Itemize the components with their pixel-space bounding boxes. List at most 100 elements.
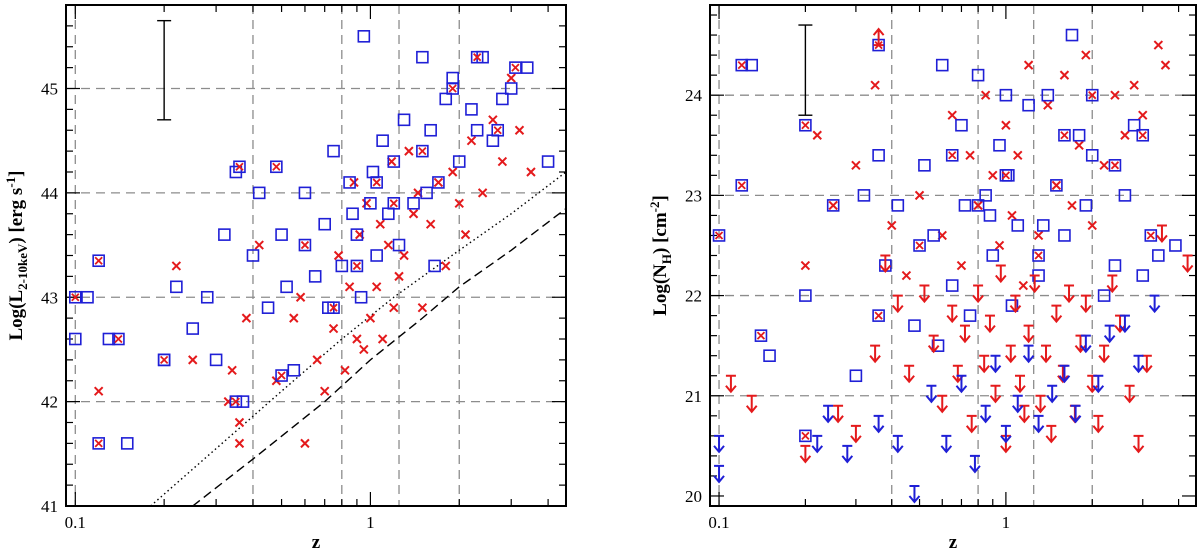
cross-point <box>800 260 811 271</box>
square-point <box>236 395 250 408</box>
boxed-cross-point <box>735 179 749 192</box>
cross-point <box>1153 40 1164 50</box>
cross-point <box>93 386 104 396</box>
upper-limit-arrow <box>892 434 904 454</box>
cross-point <box>514 125 525 135</box>
square-point <box>486 134 500 147</box>
upper-limit-arrow <box>1080 334 1092 354</box>
boxed-cross-inner <box>737 181 746 190</box>
square-point <box>541 155 555 168</box>
boxed-cross-point <box>1144 229 1158 242</box>
boxed-cross-inner <box>493 126 502 135</box>
upper-limit-arrow <box>946 304 958 324</box>
cross-point <box>359 344 369 355</box>
boxed-cross-inner <box>94 439 103 448</box>
lower-limit-arrow <box>872 27 885 47</box>
square-point <box>465 103 478 116</box>
upper-limit-arrow <box>799 444 812 464</box>
square-point <box>826 199 840 212</box>
boxed-cross-point <box>233 160 246 174</box>
upper-limit-arrow <box>1040 344 1052 364</box>
square-point <box>387 155 401 168</box>
upper-limit-arrow <box>908 484 921 504</box>
y-tick-label: 43 <box>41 288 58 307</box>
boxed-cross-inner <box>801 431 810 440</box>
cross-point <box>408 209 419 219</box>
square-point <box>1079 199 1093 212</box>
boxed-cross-inner <box>948 151 957 160</box>
upper-limit-arrow <box>1058 364 1071 384</box>
boxed-cross-inner <box>231 397 240 406</box>
boxed-cross-point <box>872 309 885 322</box>
square-point <box>763 349 776 363</box>
square-point <box>963 309 977 322</box>
square-point <box>420 186 433 200</box>
series-red-upper-limits <box>725 224 1194 464</box>
y-axis-title-part: Log(N <box>650 264 671 316</box>
upper-limit-arrow <box>936 394 949 414</box>
boxed-cross-point <box>416 144 429 158</box>
upper-limit-arrow <box>1156 224 1168 244</box>
boxed-cross-point <box>712 229 726 242</box>
boxed-cross-inner <box>272 162 281 171</box>
upper-limit-arrow <box>869 344 881 364</box>
cross-point <box>914 190 925 201</box>
upper-limit-arrow <box>927 334 940 354</box>
square-point <box>918 159 931 172</box>
cross-point <box>812 130 822 140</box>
square-point <box>452 155 466 168</box>
upper-limit-arrow <box>713 464 725 484</box>
square-point <box>872 149 885 162</box>
cross-point <box>394 271 404 282</box>
boxed-cross-point <box>92 437 105 450</box>
square-point <box>209 353 223 367</box>
square-point <box>354 290 368 304</box>
boxed-cross-point <box>754 329 768 342</box>
boxed-cross-point <box>509 61 522 74</box>
boxed-cross-point <box>298 238 312 252</box>
boxed-cross-point <box>327 301 340 314</box>
cross-point <box>828 200 838 211</box>
cross-point <box>947 110 957 120</box>
upper-limit-arrow <box>940 434 953 454</box>
square-point <box>986 249 1000 262</box>
boxed-cross-point <box>1032 249 1045 262</box>
boxed-cross-point <box>470 50 484 64</box>
square-point <box>1022 98 1035 112</box>
boxed-cross-inner <box>352 261 362 271</box>
square-point <box>908 319 921 332</box>
boxed-cross-inner <box>418 146 427 156</box>
x-axis-title: z <box>312 532 321 553</box>
square-point <box>280 280 293 294</box>
series-red-crosses <box>93 73 536 449</box>
square-point <box>350 228 364 241</box>
upper-limit-arrow <box>1119 314 1131 334</box>
y-tick-label: 23 <box>685 186 702 205</box>
boxed-cross-point <box>69 290 82 304</box>
upper-limit-arrow <box>1092 374 1105 394</box>
upper-limit-arrow <box>978 354 990 374</box>
upper-limit-arrow <box>745 394 758 414</box>
square-point <box>382 207 395 221</box>
upper-limit-arrow <box>984 314 996 334</box>
boxed-cross-inner <box>756 331 766 340</box>
square-point <box>1072 128 1086 142</box>
x-tick-label: 1 <box>366 513 375 532</box>
cross-point <box>1099 160 1109 171</box>
cross-point <box>454 198 464 209</box>
x-tick-label: 0.1 <box>708 513 729 532</box>
square-point <box>993 138 1006 152</box>
y-axis-title-part: ) [cm <box>650 212 671 254</box>
boxed-cross-inner <box>448 84 457 93</box>
upper-limit-arrow <box>955 374 968 394</box>
square-point <box>200 290 214 304</box>
cross-point <box>887 220 897 231</box>
cross-point <box>344 282 355 292</box>
square-point <box>1118 189 1132 202</box>
boxed-cross-point <box>370 176 383 189</box>
boxed-cross-inner <box>94 256 103 265</box>
upper-limit-arrow <box>832 404 844 424</box>
boxed-cross-point <box>971 199 985 212</box>
plot-frame <box>65 4 567 507</box>
square-point <box>1002 169 1015 182</box>
